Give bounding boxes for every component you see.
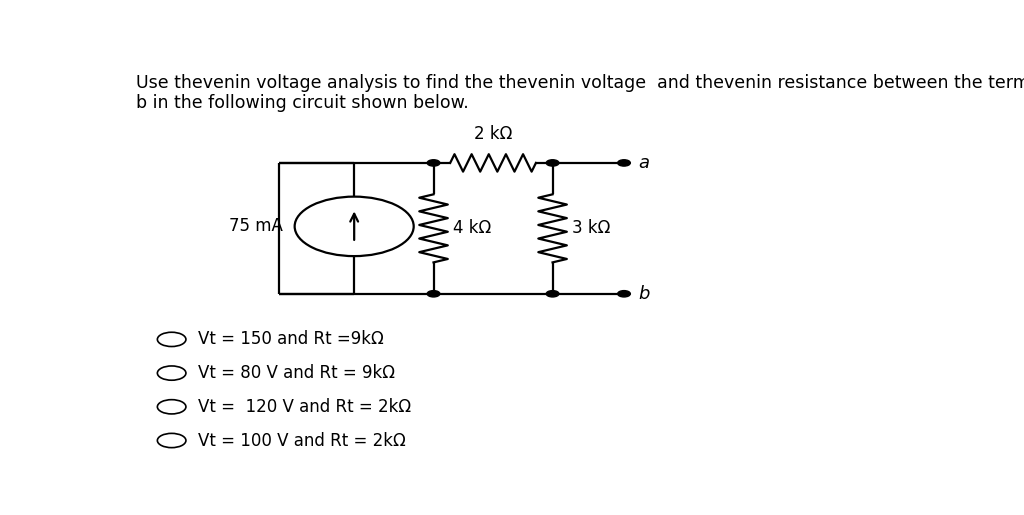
Circle shape	[617, 160, 631, 166]
Text: Vt = 150 and Rt =9kΩ: Vt = 150 and Rt =9kΩ	[198, 331, 384, 348]
Text: Vt = 80 V and Rt = 9kΩ: Vt = 80 V and Rt = 9kΩ	[198, 364, 395, 382]
Text: 2 kΩ: 2 kΩ	[474, 125, 512, 143]
Text: a: a	[638, 154, 649, 172]
Text: Vt = 100 V and Rt = 2kΩ: Vt = 100 V and Rt = 2kΩ	[198, 432, 406, 450]
Text: 75 mA: 75 mA	[229, 217, 283, 235]
Text: 3 kΩ: 3 kΩ	[572, 219, 610, 237]
Circle shape	[427, 160, 440, 166]
Circle shape	[617, 290, 631, 297]
Text: Use thevenin voltage analysis to find the thevenin voltage  and thevenin resista: Use thevenin voltage analysis to find th…	[136, 74, 1024, 112]
Circle shape	[546, 290, 559, 297]
Circle shape	[546, 160, 559, 166]
Text: 4 kΩ: 4 kΩ	[454, 219, 492, 237]
Circle shape	[427, 290, 440, 297]
Text: b: b	[638, 285, 649, 303]
Text: Vt =  120 V and Rt = 2kΩ: Vt = 120 V and Rt = 2kΩ	[198, 398, 411, 416]
